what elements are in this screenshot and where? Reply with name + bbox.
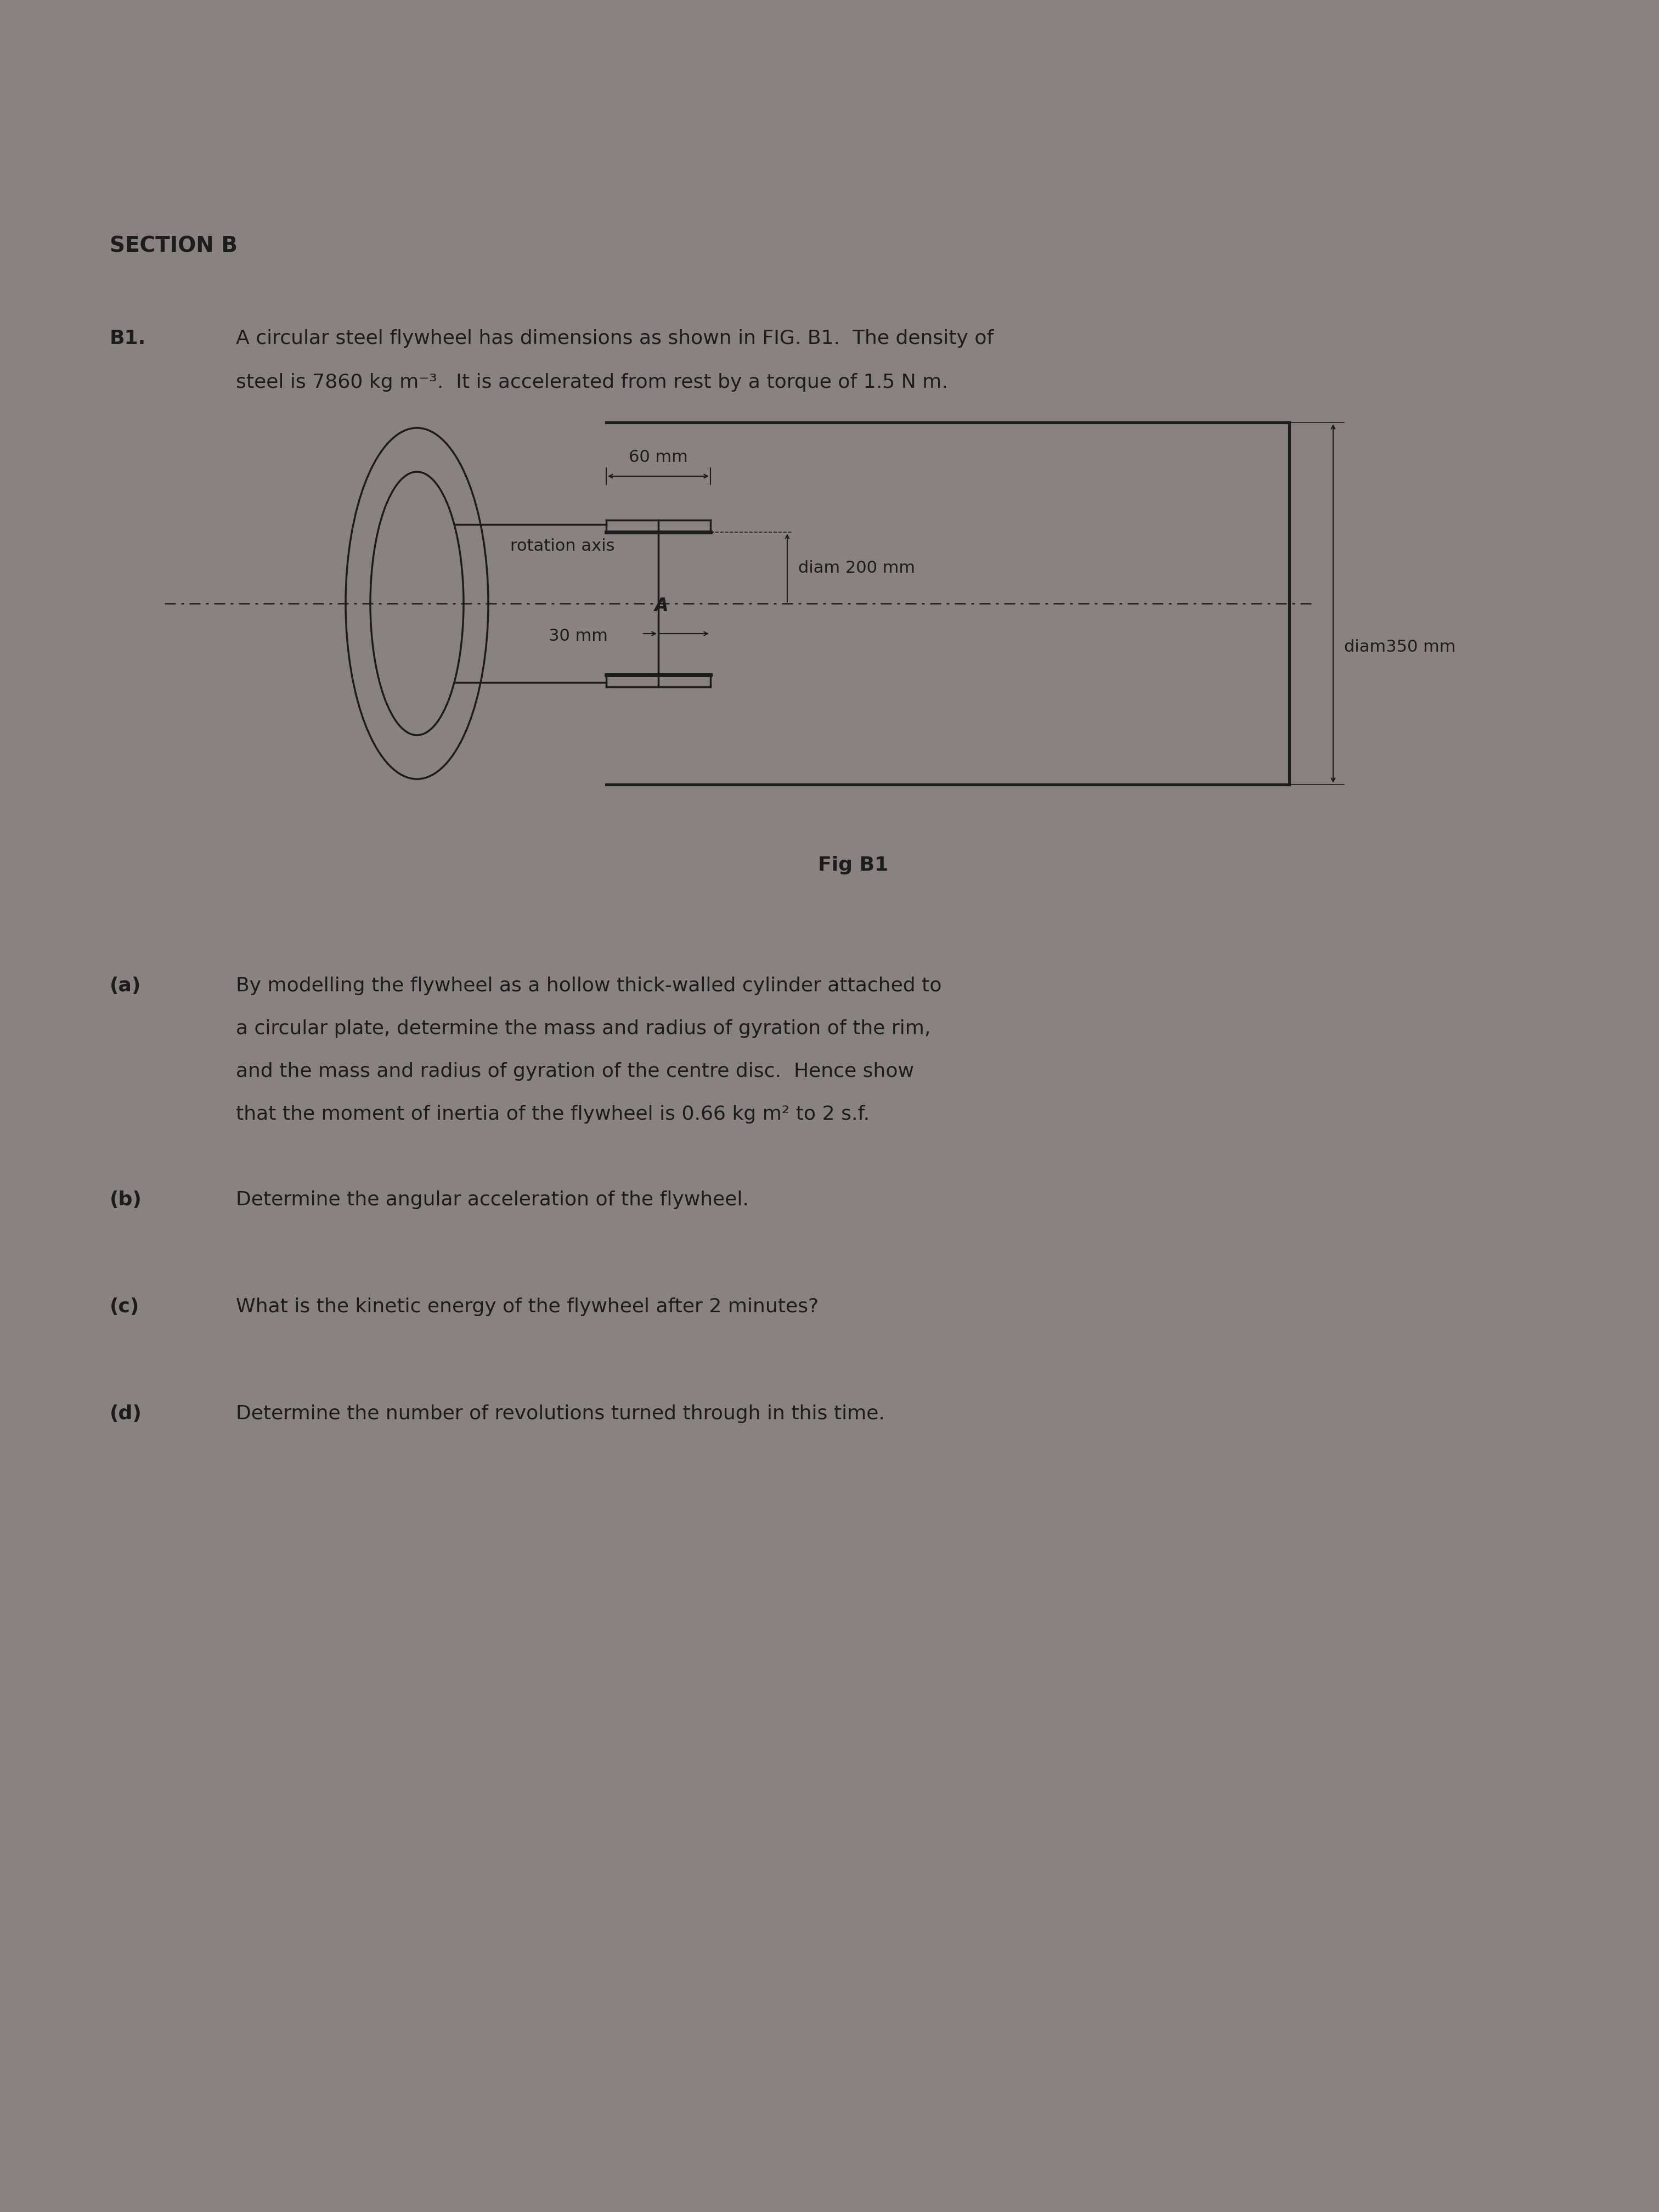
Text: diam350 mm: diam350 mm [1344,639,1455,655]
Text: 60 mm: 60 mm [629,449,688,465]
Text: that the moment of inertia of the flywheel is 0.66 kg m² to 2 s.f.: that the moment of inertia of the flywhe… [236,1106,869,1124]
Text: (d): (d) [109,1405,143,1422]
Text: a circular plate, determine the mass and radius of gyration of the rim,: a circular plate, determine the mass and… [236,1020,931,1037]
Text: 30 mm: 30 mm [549,628,607,644]
Text: (c): (c) [109,1298,139,1316]
Text: (b): (b) [109,1190,143,1210]
Text: steel is 7860 kg m⁻³.  It is accelerated from rest by a torque of 1.5 N m.: steel is 7860 kg m⁻³. It is accelerated … [236,374,947,392]
Text: rotation axis: rotation axis [511,538,615,553]
Text: (a): (a) [109,975,141,995]
Text: diam 200 mm: diam 200 mm [798,560,916,575]
Text: Determine the number of revolutions turned through in this time.: Determine the number of revolutions turn… [236,1405,884,1422]
Text: By modelling the flywheel as a hollow thick-walled cylinder attached to: By modelling the flywheel as a hollow th… [236,975,942,995]
Text: B1.: B1. [109,330,146,347]
Text: A: A [654,597,669,615]
Text: Determine the angular acceleration of the flywheel.: Determine the angular acceleration of th… [236,1190,748,1210]
Text: and the mass and radius of gyration of the centre disc.  Hence show: and the mass and radius of gyration of t… [236,1062,914,1082]
Text: SECTION B: SECTION B [109,237,237,257]
Text: A circular steel flywheel has dimensions as shown in FIG. B1.  The density of: A circular steel flywheel has dimensions… [236,330,994,347]
Text: Fig B1: Fig B1 [818,856,888,874]
Text: What is the kinetic energy of the flywheel after 2 minutes?: What is the kinetic energy of the flywhe… [236,1298,818,1316]
